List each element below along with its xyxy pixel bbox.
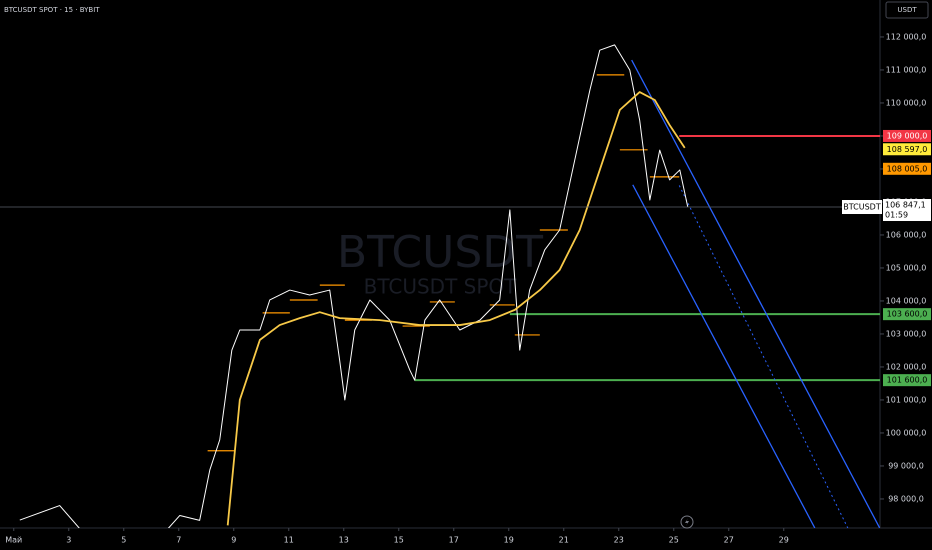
y-tick-label: 102 000,0 [886,362,927,371]
y-tick-label: 111 000,0 [886,65,927,74]
channel-line [631,59,880,528]
replay-icon[interactable] [680,515,694,529]
level-label: 108 597,0 [887,145,928,154]
y-tick-label: 99 000,0 [888,461,924,470]
y-tick-label: 103 000,0 [886,329,927,338]
countdown: 01:59 [885,211,908,220]
level-label-box [883,162,931,175]
currency[interactable]: USDT [897,6,917,14]
moving-average [226,91,686,526]
x-tick-label: 13 [339,536,349,545]
watermark-market: BTCUSDT SPOT [364,275,518,299]
y-tick-label: 110 000,0 [886,98,927,107]
x-tick-label: 7 [176,536,181,545]
plot-area [19,44,880,528]
x-tick-label: 23 [614,536,624,545]
x-tick-label: 17 [449,536,459,545]
chart-title: BTCUSDT SPOT · 15 · BYBIT [4,6,100,14]
level-label-box [883,308,931,321]
x-tick-label: 25 [669,536,679,545]
y-tick-label: 106 000,0 [886,230,927,239]
level-label-box [883,129,931,142]
currency-box[interactable] [885,1,929,19]
x-tick-label: 5 [121,536,126,545]
level-label: 109 000,0 [887,131,928,140]
current-price-label: 106 847,1 [885,201,926,210]
level-label: 108 005,0 [887,164,928,173]
symbol-tag [842,200,882,215]
level-label-box [883,374,931,387]
y-tick-label: 112 000,0 [886,32,927,41]
x-tick-label: 19 [504,536,514,545]
watermark: BTCUSDT [337,227,543,278]
y-tick-label: 98 000,0 [888,494,924,503]
symbol-label: BTCUSDT [843,203,881,212]
channel-line [678,185,849,528]
y-tick-label: 104 000,0 [886,296,927,305]
x-tick-label: 11 [284,536,294,545]
price-line [19,44,689,528]
x-tick-label: 27 [724,536,734,545]
x-tick-label: 21 [559,536,569,545]
current-price-box [883,199,931,222]
x-tick-label: 15 [394,536,404,545]
y-tick-label: 105 000,0 [886,263,927,272]
x-tick-label: 3 [66,536,71,545]
level-label-box [883,143,931,156]
y-tick-label: 101 000,0 [886,395,927,404]
x-tick-label: 29 [779,536,789,545]
y-tick-label: 100 000,0 [886,428,927,437]
level-label: 101 600,0 [887,376,928,385]
level-label: 103 600,0 [887,310,928,319]
x-tick-label: 9 [231,536,236,545]
x-tick-label: Май [5,536,22,545]
channel-line [632,184,816,528]
